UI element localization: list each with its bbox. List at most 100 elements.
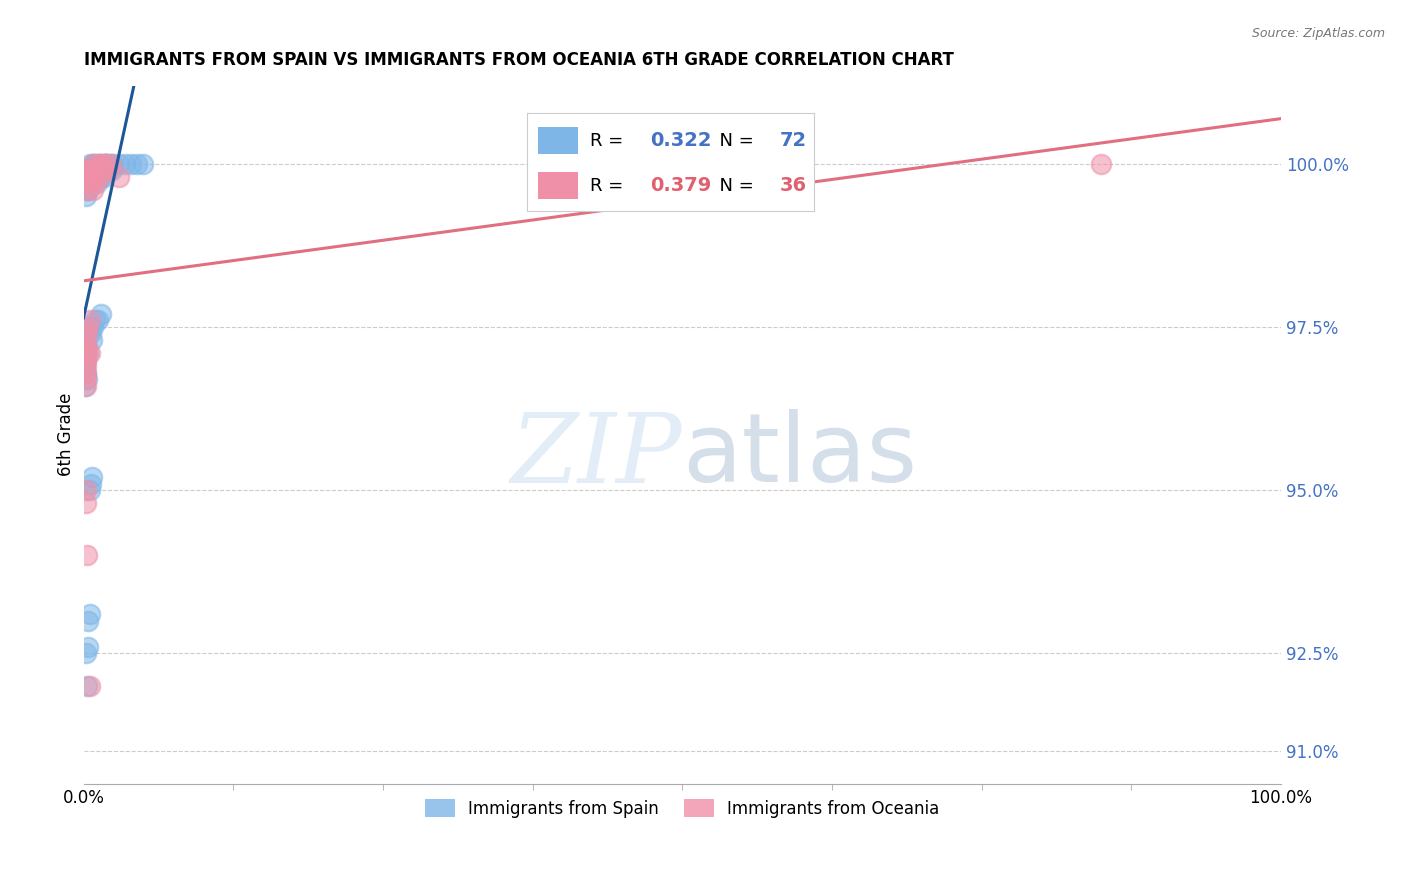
Immigrants from Oceania xyxy=(79,163,101,178)
Immigrants from Spain xyxy=(90,157,112,171)
Immigrants from Spain xyxy=(79,163,101,178)
Immigrants from Spain xyxy=(80,470,103,484)
Immigrants from Oceania xyxy=(75,496,97,510)
Immigrants from Oceania xyxy=(75,372,97,386)
Immigrants from Oceania xyxy=(79,679,101,693)
Immigrants from Spain xyxy=(87,157,110,171)
Immigrants from Spain xyxy=(77,346,100,360)
Text: Source: ZipAtlas.com: Source: ZipAtlas.com xyxy=(1251,27,1385,40)
Immigrants from Spain xyxy=(90,169,112,184)
Immigrants from Oceania xyxy=(82,169,104,184)
Immigrants from Spain xyxy=(80,476,103,491)
Immigrants from Spain xyxy=(84,163,107,178)
Immigrants from Spain xyxy=(79,607,101,621)
Immigrants from Spain xyxy=(77,177,100,191)
Immigrants from Spain xyxy=(84,157,107,171)
Immigrants from Spain xyxy=(77,326,100,341)
Immigrants from Spain xyxy=(80,326,103,341)
Immigrants from Spain xyxy=(90,163,112,178)
Immigrants from Spain xyxy=(94,163,117,178)
Immigrants from Spain xyxy=(76,163,98,178)
Immigrants from Spain xyxy=(94,157,117,171)
Immigrants from Spain xyxy=(89,163,111,178)
Immigrants from Oceania xyxy=(75,359,97,373)
Immigrants from Spain xyxy=(76,183,98,197)
Immigrants from Oceania xyxy=(76,320,98,334)
Immigrants from Spain xyxy=(101,163,124,178)
Immigrants from Spain xyxy=(75,366,97,380)
Legend: Immigrants from Spain, Immigrants from Oceania: Immigrants from Spain, Immigrants from O… xyxy=(418,793,946,824)
Immigrants from Spain xyxy=(132,157,155,171)
Immigrants from Spain xyxy=(89,163,111,178)
Immigrants from Oceania xyxy=(108,169,131,184)
Immigrants from Spain xyxy=(96,157,118,171)
Immigrants from Spain xyxy=(84,163,107,178)
Immigrants from Spain xyxy=(87,163,110,178)
Immigrants from Oceania xyxy=(76,183,98,197)
Immigrants from Spain xyxy=(75,352,97,367)
Immigrants from Oceania xyxy=(76,326,98,341)
Immigrants from Spain xyxy=(127,157,149,171)
Immigrants from Spain xyxy=(84,313,107,327)
Immigrants from Spain xyxy=(98,157,121,171)
Immigrants from Spain xyxy=(76,169,98,184)
Immigrants from Spain xyxy=(79,483,101,497)
Immigrants from Oceania xyxy=(84,177,107,191)
Immigrants from Oceania xyxy=(76,549,98,563)
Immigrants from Spain xyxy=(76,679,98,693)
Y-axis label: 6th Grade: 6th Grade xyxy=(58,393,75,476)
Immigrants from Spain xyxy=(80,163,103,178)
Immigrants from Oceania xyxy=(84,163,107,178)
Text: IMMIGRANTS FROM SPAIN VS IMMIGRANTS FROM OCEANIA 6TH GRADE CORRELATION CHART: IMMIGRANTS FROM SPAIN VS IMMIGRANTS FROM… xyxy=(83,51,953,69)
Immigrants from Spain xyxy=(75,333,97,347)
Immigrants from Spain xyxy=(73,346,96,360)
Immigrants from Oceania xyxy=(87,157,110,171)
Immigrants from Oceania xyxy=(75,378,97,392)
Immigrants from Spain xyxy=(83,169,105,184)
Immigrants from Oceania xyxy=(79,313,101,327)
Immigrants from Oceania xyxy=(76,169,98,184)
Immigrants from Oceania xyxy=(96,163,118,178)
Immigrants from Oceania xyxy=(79,177,101,191)
Immigrants from Spain xyxy=(77,640,100,654)
Immigrants from Spain xyxy=(82,320,104,334)
Immigrants from Spain xyxy=(108,157,131,171)
Immigrants from Spain xyxy=(97,163,120,178)
Immigrants from Spain xyxy=(77,183,100,197)
Immigrants from Spain xyxy=(103,157,125,171)
Immigrants from Oceania xyxy=(79,346,101,360)
Immigrants from Spain xyxy=(75,169,97,184)
Immigrants from Oceania xyxy=(75,366,97,380)
Immigrants from Oceania xyxy=(90,163,112,178)
Immigrants from Spain xyxy=(75,189,97,203)
Immigrants from Spain xyxy=(80,333,103,347)
Immigrants from Spain xyxy=(93,169,115,184)
Immigrants from Spain xyxy=(75,646,97,660)
Immigrants from Spain xyxy=(90,307,112,321)
Immigrants from Oceania xyxy=(1090,157,1112,171)
Immigrants from Spain xyxy=(94,157,117,171)
Immigrants from Oceania xyxy=(87,169,110,184)
Immigrants from Oceania xyxy=(94,157,117,171)
Immigrants from Spain xyxy=(82,163,104,178)
Immigrants from Spain xyxy=(86,177,108,191)
Immigrants from Spain xyxy=(73,359,96,373)
Immigrants from Spain xyxy=(80,163,103,178)
Immigrants from Spain xyxy=(120,157,142,171)
Immigrants from Spain xyxy=(77,169,100,184)
Immigrants from Oceania xyxy=(79,163,101,178)
Immigrants from Oceania xyxy=(75,483,97,497)
Immigrants from Spain xyxy=(82,157,104,171)
Immigrants from Oceania xyxy=(90,157,112,171)
Immigrants from Spain xyxy=(75,169,97,184)
Immigrants from Oceania xyxy=(76,346,98,360)
Immigrants from Spain xyxy=(87,313,110,327)
Immigrants from Spain xyxy=(77,614,100,628)
Text: atlas: atlas xyxy=(682,409,917,502)
Immigrants from Spain xyxy=(76,339,98,353)
Immigrants from Spain xyxy=(87,169,110,184)
Immigrants from Oceania xyxy=(84,163,107,178)
Immigrants from Spain xyxy=(96,157,118,171)
Immigrants from Spain xyxy=(75,177,97,191)
Immigrants from Spain xyxy=(73,378,96,392)
